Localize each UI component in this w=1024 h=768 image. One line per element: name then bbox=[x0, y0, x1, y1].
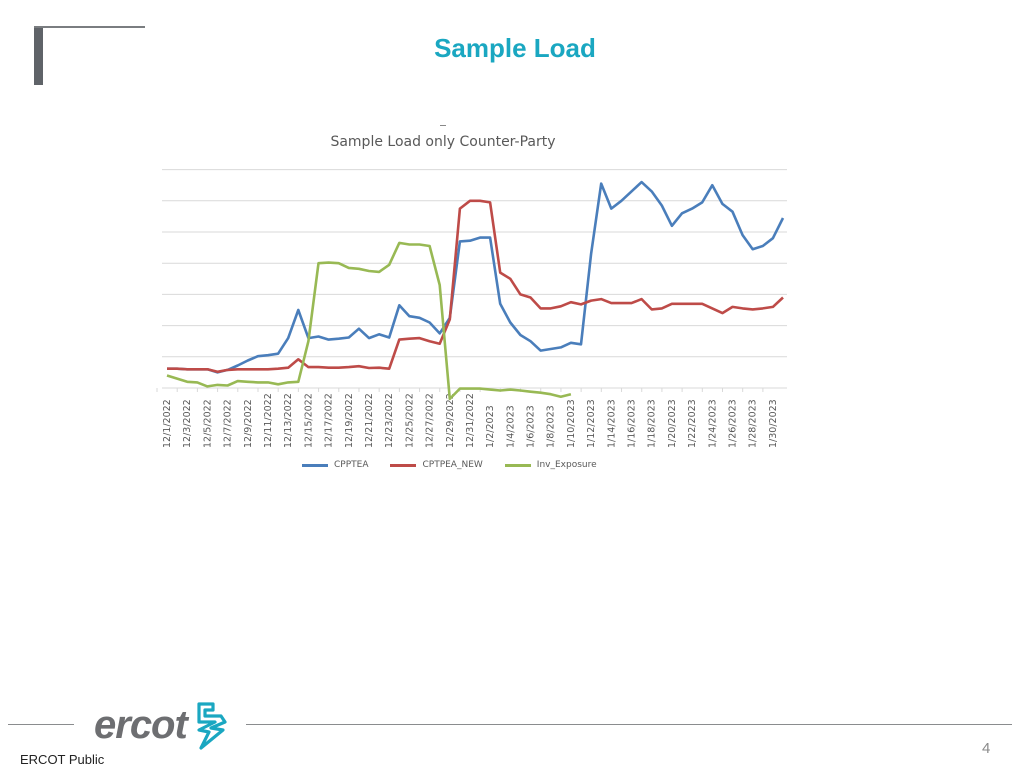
x-tick-label: 12/21/2022 bbox=[364, 393, 375, 448]
x-tick-label: 1/28/2023 bbox=[748, 399, 759, 448]
x-tick-label: 1/8/2023 bbox=[546, 405, 557, 448]
legend-item-cptpea-new: CPTPEA_NEW bbox=[390, 460, 483, 470]
chart-legend: CPPTEA CPTPEA_NEW Inv_Exposure bbox=[302, 460, 597, 470]
corner-accent-bar bbox=[34, 26, 43, 85]
x-tick-label: 12/23/2022 bbox=[384, 393, 395, 448]
legend-swatch-inv-exposure bbox=[504, 463, 531, 467]
x-tick-label: 1/22/2023 bbox=[687, 399, 698, 448]
x-tick-label: 12/15/2022 bbox=[303, 393, 314, 448]
ercot-logo: ercot bbox=[94, 700, 231, 750]
footer-divider-left bbox=[8, 724, 74, 725]
x-tick-label: 1/10/2023 bbox=[566, 399, 577, 448]
series-line-inv-exposure bbox=[166, 241, 572, 401]
x-tick-label: 12/27/2022 bbox=[425, 393, 436, 448]
x-tick-label: 12/17/2022 bbox=[324, 393, 335, 448]
x-tick-label: 12/5/2022 bbox=[202, 399, 213, 448]
page-title: Sample Load bbox=[434, 33, 596, 63]
legend-label-inv-exposure: Inv_Exposure bbox=[536, 460, 597, 470]
legend-swatch-cptpea-new bbox=[390, 463, 417, 467]
x-tick-label: 1/16/2023 bbox=[627, 399, 638, 448]
chart-title: Sample Load only Counter-Party bbox=[330, 134, 556, 150]
x-tick-label: 12/11/2022 bbox=[263, 393, 274, 448]
x-tick-label: 1/6/2023 bbox=[526, 405, 537, 448]
x-tick-label: 12/25/2022 bbox=[404, 393, 415, 448]
footer-divider-right bbox=[246, 724, 1012, 725]
logo-wordmark: ercot bbox=[94, 703, 188, 747]
series-line-cpptea bbox=[167, 180, 785, 374]
x-tick-label: 1/2/2023 bbox=[485, 405, 496, 448]
x-tick-label: 1/12/2023 bbox=[586, 399, 597, 448]
legend-swatch-cpptea bbox=[302, 463, 328, 467]
x-tick-label: 1/26/2023 bbox=[728, 399, 739, 448]
x-tick-label: 12/9/2022 bbox=[243, 399, 254, 448]
x-tick-label: 12/29/2022 bbox=[445, 393, 456, 448]
x-tick-label: 12/13/2022 bbox=[283, 393, 294, 448]
legend-item-cpptea: CPPTEA bbox=[302, 460, 368, 470]
x-tick-label: 12/1/2022 bbox=[162, 399, 173, 448]
x-tick-label: 12/7/2022 bbox=[223, 399, 234, 448]
footer-classification: ERCOT Public bbox=[20, 752, 105, 767]
x-tick-label: 1/24/2023 bbox=[707, 399, 718, 448]
series-line-cptpea-new bbox=[167, 199, 784, 374]
ercot-bolt-icon bbox=[197, 702, 227, 750]
x-tick-label: 1/30/2023 bbox=[768, 399, 779, 448]
chart-title-mark bbox=[440, 125, 446, 126]
page-number: 4 bbox=[982, 740, 991, 757]
legend-item-inv-exposure: Inv_Exposure bbox=[504, 460, 597, 470]
legend-label-cpptea: CPPTEA bbox=[334, 460, 369, 470]
x-tick-label: 12/3/2022 bbox=[182, 399, 193, 448]
x-tick-label: 1/14/2023 bbox=[606, 399, 617, 448]
x-tick-label: 1/18/2023 bbox=[647, 399, 658, 448]
corner-accent-line bbox=[34, 26, 145, 28]
x-tick-label: 12/31/2022 bbox=[465, 393, 476, 448]
legend-label-cptpea-new: CPTPEA_NEW bbox=[422, 460, 483, 470]
x-tick-label: 1/20/2023 bbox=[667, 399, 678, 448]
x-tick-label: 12/19/2022 bbox=[344, 393, 355, 448]
x-tick-label: 1/4/2023 bbox=[505, 405, 516, 448]
